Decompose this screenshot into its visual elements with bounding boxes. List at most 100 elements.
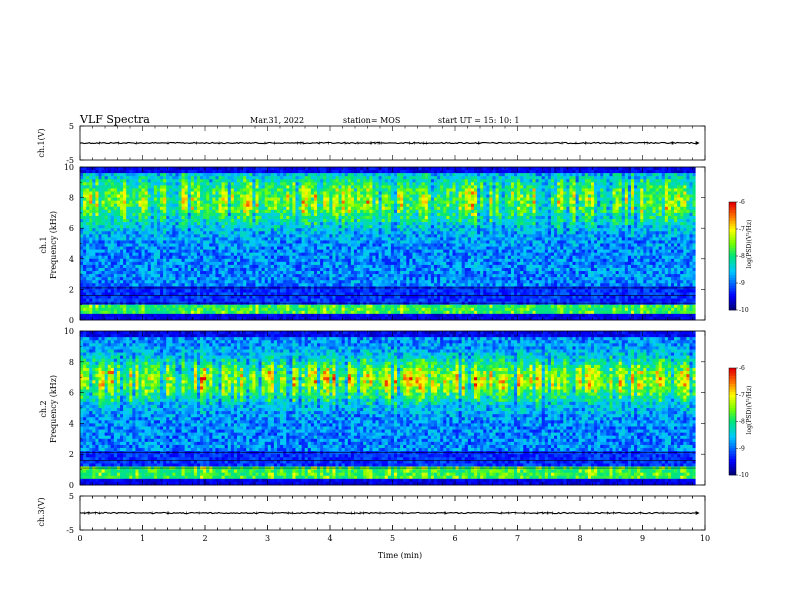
ch1-spectrogram-cell <box>280 191 283 194</box>
ch1-spectrogram-cell <box>234 222 237 225</box>
ch1-spectrogram-cell <box>163 204 166 207</box>
ch1-spectrogram-cell <box>520 170 523 173</box>
ch1-spectrogram-cell <box>80 198 83 201</box>
ch1-spectrogram-cell <box>474 188 477 191</box>
ch1-spectrogram-cell <box>425 198 428 201</box>
ch1-spectrogram-cell <box>443 185 446 188</box>
ch1-spectrogram-cell <box>588 179 591 182</box>
ch1-spectrogram-cell <box>295 216 298 219</box>
ch1-spectrogram-cell <box>637 198 640 201</box>
ch1-spectrogram-cell <box>428 170 431 173</box>
ch1-spectrogram-cell <box>680 191 683 194</box>
ch1-spectrogram-cell <box>536 225 539 228</box>
ch1-spectrogram-cell <box>329 219 332 222</box>
ch1-spectrogram-cell <box>83 219 86 222</box>
ch1-spectrogram-cell <box>483 170 486 173</box>
ch1-spectrogram-cell <box>582 170 585 173</box>
ch1-spectrogram-cell <box>514 198 517 201</box>
ch1-spectrogram-cell <box>308 167 311 170</box>
ch1-spectrogram-cell <box>686 191 689 194</box>
ch1-spectrogram-cell <box>372 219 375 222</box>
ch1-spectrogram-cell <box>600 225 603 228</box>
ch1-spectrogram-cell <box>111 240 114 243</box>
ch1-spectrogram-cell <box>299 225 302 228</box>
ch1-spectrogram-cell <box>360 195 363 198</box>
ch1-spectrogram-cell <box>419 182 422 185</box>
ch1-spectrogram-cell <box>434 231 437 234</box>
ch1-spectrogram-cell <box>212 219 215 222</box>
ch1-spectrogram-cell <box>603 198 606 201</box>
ch1-spectrogram-cell <box>335 210 338 213</box>
ch1-spectrogram-cell <box>585 231 588 234</box>
ch1-spectrogram-cell <box>86 170 89 173</box>
ch1-spectrogram-cell <box>191 207 194 210</box>
ch1-spectrogram-cell <box>443 231 446 234</box>
ch1-spectrogram-cell <box>348 219 351 222</box>
ch1-spectrogram-cell <box>188 179 191 182</box>
ch1-spectrogram-cell <box>416 204 419 207</box>
ch1-spectrogram-cell <box>674 210 677 213</box>
ch1-spectrogram-cell <box>342 228 345 231</box>
ch1-spectrogram-cell <box>200 237 203 240</box>
ch1-spectrogram-cell <box>499 204 502 207</box>
ch1-spectrogram-cell <box>542 198 545 201</box>
ch1-spectrogram-cell <box>203 228 206 231</box>
ch1-spectrogram-cell <box>320 210 323 213</box>
ch1-spectrogram-cell <box>317 182 320 185</box>
ch1-spectrogram-cell <box>499 201 502 204</box>
ch1-spectrogram-cell <box>86 179 89 182</box>
ch1-spectrogram-cell <box>231 198 234 201</box>
ch1-spectrogram-cell <box>483 237 486 240</box>
ch1-spectrogram-cell <box>422 207 425 210</box>
ch1-spectrogram-cell <box>686 204 689 207</box>
ch1-spectrogram-cell <box>425 219 428 222</box>
ch1-spectrogram-cell <box>499 170 502 173</box>
ch1-spectrogram-cell <box>302 176 305 179</box>
ch1-spectrogram-cell <box>271 207 274 210</box>
ch1-spectrogram-cell <box>185 210 188 213</box>
ch1-spectrogram-cell <box>295 191 298 194</box>
ch1-spectrogram-cell <box>102 188 105 191</box>
ch1-spectrogram-cell <box>203 185 206 188</box>
ch1-spectrogram-cell <box>437 167 440 170</box>
ch1-spectrogram-cell <box>659 219 662 222</box>
ch1-spectrogram-cell <box>182 210 185 213</box>
ch1-spectrogram-cell <box>465 222 468 225</box>
ch1-spectrogram-cell <box>542 225 545 228</box>
ch1-spectrogram-cell <box>643 198 646 201</box>
ch1-spectrogram-cell <box>126 234 129 237</box>
ch1-spectrogram-cell <box>163 173 166 176</box>
ch1-spectrogram-cell <box>576 198 579 201</box>
ch1-spectrogram-cell <box>89 240 92 243</box>
ch1-spectrogram-cell <box>191 231 194 234</box>
ch1-spectrogram-cell <box>98 170 101 173</box>
ch1-spectrogram-cell <box>255 188 258 191</box>
ch1-spectrogram-cell <box>566 182 569 185</box>
ch1-spectrogram-cell <box>157 188 160 191</box>
ch1-spectrogram-cell <box>594 213 597 216</box>
ch1-spectrogram-cell <box>123 195 126 198</box>
ch1-spectrogram-cell <box>360 201 363 204</box>
ch1-spectrogram-cell <box>409 204 412 207</box>
ch1-spectrogram-cell <box>203 198 206 201</box>
ch1-spectrogram-cell <box>243 231 246 234</box>
ch1-spectrogram-cell <box>416 234 419 237</box>
ch1-spectrogram-cell <box>228 231 231 234</box>
ch1-spectrogram-cell <box>246 188 249 191</box>
ch1-spectrogram-cell <box>117 213 120 216</box>
ch1-spectrogram-panel: 0246810 <box>64 163 705 325</box>
ch1-spectrogram-cell <box>80 234 83 237</box>
ch1-spectrogram-cell <box>385 234 388 237</box>
ch1-spectrogram-cell <box>406 210 409 213</box>
ch1-spectrogram-cell <box>151 185 154 188</box>
ch1-spectrogram-cell <box>419 201 422 204</box>
ch1-spectrogram-cell <box>206 191 209 194</box>
ch1-spectrogram-cell <box>345 198 348 201</box>
ch1-spectrogram-cell <box>434 213 437 216</box>
ch1-spectrogram-cell <box>172 170 175 173</box>
ch1-spectrogram-cell <box>440 234 443 237</box>
ch1-spectrogram-cell <box>286 216 289 219</box>
ch1-spectrogram-cell <box>514 191 517 194</box>
ch1-spectrogram-cell <box>449 195 452 198</box>
ch1-spectrogram-cell <box>360 198 363 201</box>
